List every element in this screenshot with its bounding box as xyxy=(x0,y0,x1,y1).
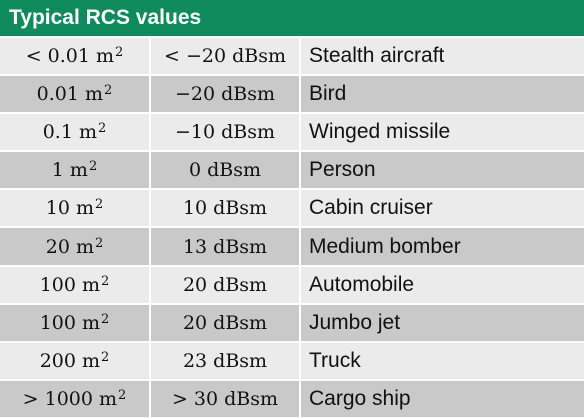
object-cell: Truck xyxy=(301,342,584,379)
object-cell: Cabin cruiser xyxy=(301,190,584,227)
object-cell: Person xyxy=(301,152,584,189)
rcs-dbsm-cell: < −20 dBsm xyxy=(151,38,301,75)
object-cell: Automobile xyxy=(301,266,584,303)
rcs-dbsm-cell: 10 dBsm xyxy=(151,190,301,227)
object-cell: Stealth aircraft xyxy=(301,38,584,75)
rcs-dbsm-cell: 13 dBsm xyxy=(151,228,301,265)
object-cell: Jumbo jet xyxy=(301,304,584,341)
rcs-dbsm-cell: 20 dBsm xyxy=(151,304,301,341)
object-cell: Winged missile xyxy=(301,114,584,151)
rcs-dbsm-cell: 23 dBsm xyxy=(151,342,301,379)
table-title: Typical RCS values xyxy=(0,0,584,36)
rcs-dbsm-cell: 0 dBsm xyxy=(151,152,301,189)
rcs-dbsm-cell: −10 dBsm xyxy=(151,114,301,151)
rcs-dbsm-cell: −20 dBsm xyxy=(151,76,301,113)
object-cell: Medium bomber xyxy=(301,228,584,265)
object-cell: Cargo ship xyxy=(301,380,584,417)
rcs-dbsm-cell: > 30 dBsm xyxy=(151,380,301,417)
object-cell: Bird xyxy=(301,76,584,113)
rcs-dbsm-cell: 20 dBsm xyxy=(151,266,301,303)
